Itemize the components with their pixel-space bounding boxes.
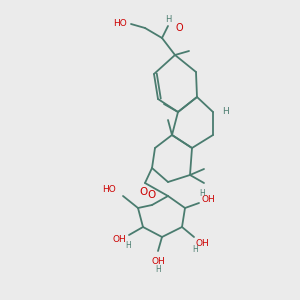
Text: OH: OH — [196, 238, 210, 247]
Text: H: H — [192, 244, 198, 253]
Text: OH: OH — [202, 196, 216, 205]
Text: H: H — [222, 107, 229, 116]
Text: OH: OH — [112, 235, 126, 244]
Text: H: H — [125, 241, 131, 250]
Text: O: O — [139, 187, 147, 197]
Text: H: H — [199, 190, 205, 199]
Text: H: H — [155, 265, 161, 274]
Text: OH: OH — [151, 257, 165, 266]
Text: H: H — [165, 16, 171, 25]
Text: O: O — [148, 190, 156, 200]
Text: O: O — [176, 23, 184, 33]
Text: HO: HO — [102, 185, 116, 194]
Text: HO: HO — [113, 20, 127, 28]
